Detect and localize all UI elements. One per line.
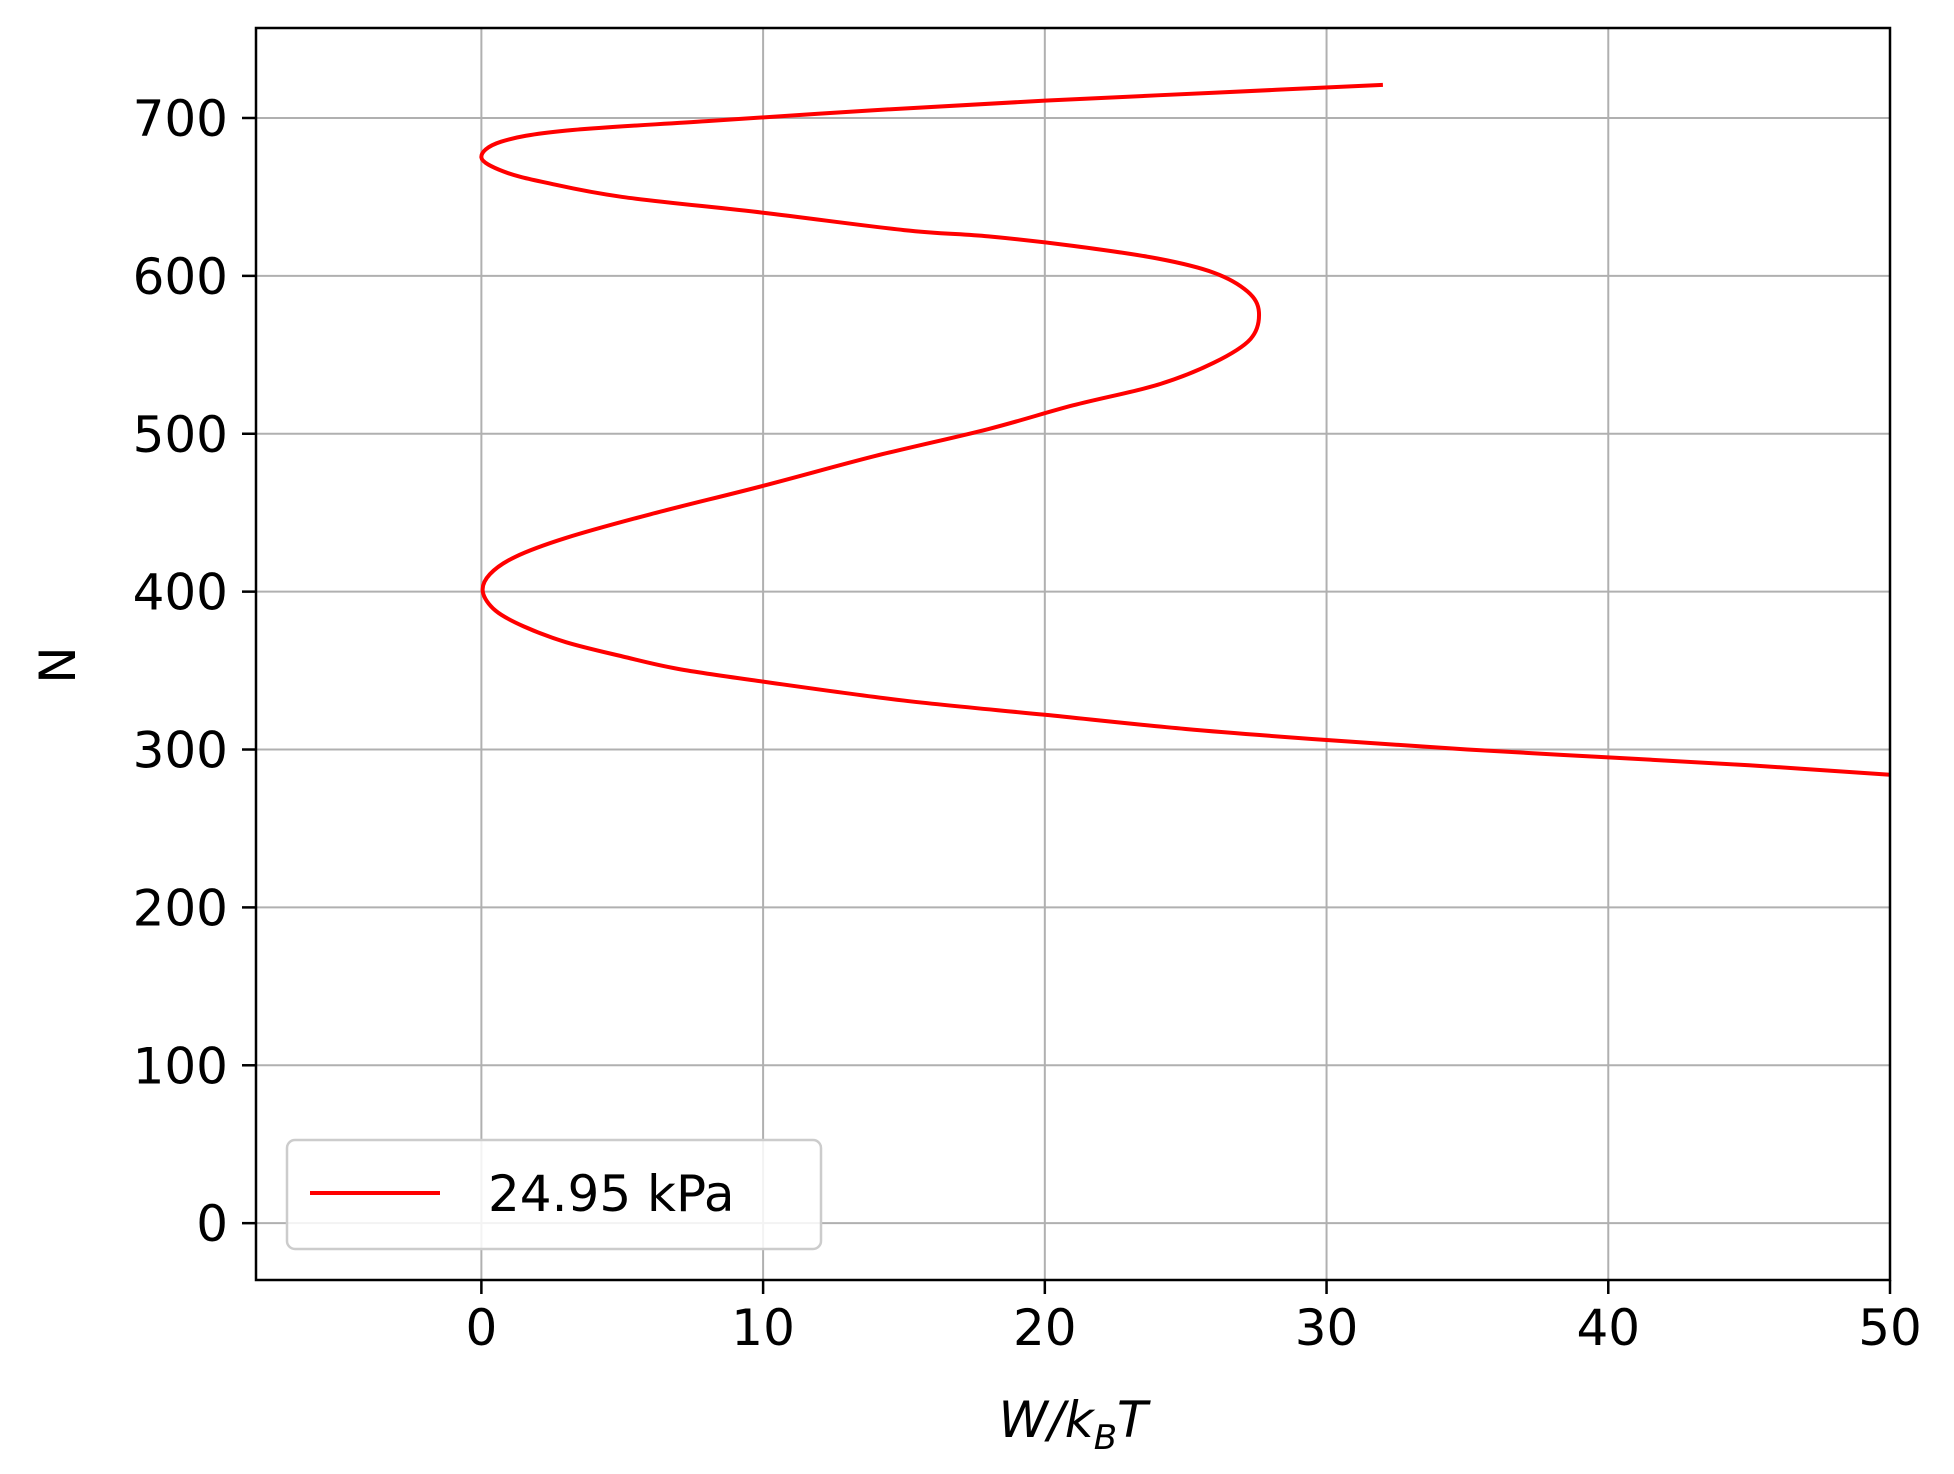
y-tick-label: 500 [133, 406, 228, 464]
legend-box [285, 1138, 823, 1251]
y-tick-label: 600 [133, 248, 228, 306]
y-tick-label: 200 [133, 879, 228, 937]
x-axis-label-tail: T [1117, 1391, 1151, 1449]
y-tick-label: 100 [133, 1037, 228, 1095]
x-tick-label: 0 [465, 1299, 497, 1357]
x-tick-label: 30 [1295, 1299, 1359, 1357]
y-tick-label: 400 [133, 564, 228, 622]
y-tick-label: 300 [133, 722, 228, 780]
series-line [479, 82, 1891, 777]
x-tick-label: 10 [731, 1299, 795, 1357]
x-axis-label: W/kBT [998, 1391, 1151, 1458]
x-axis-ticks: 0 10 20 30 40 50 [465, 1280, 1922, 1357]
y-axis-ticks: 0 100 200 300 400 500 600 700 [133, 90, 256, 1253]
legend-label: 24.95 kPa [488, 1165, 735, 1223]
x-axis-label-main: W/k [998, 1391, 1095, 1449]
y-tick-label: 700 [133, 90, 228, 148]
x-axis-label-subscript: B [1094, 1418, 1117, 1458]
y-tick-label: 0 [196, 1195, 228, 1253]
x-tick-label: 20 [1013, 1299, 1077, 1357]
y-axis-label: N [29, 646, 87, 683]
plot-frame [254, 26, 1892, 1282]
x-tick-label: 50 [1858, 1299, 1922, 1357]
x-tick-label: 40 [1576, 1299, 1640, 1357]
series-layer [479, 82, 1891, 777]
legend: 24.95 kPa [285, 1138, 823, 1251]
